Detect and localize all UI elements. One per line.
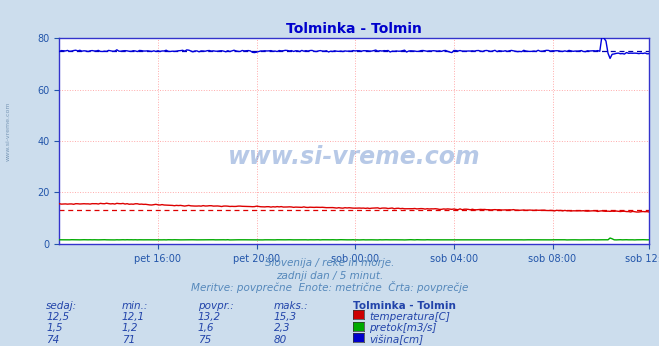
Text: pretok[m3/s]: pretok[m3/s] — [369, 324, 436, 334]
Text: povpr.:: povpr.: — [198, 301, 233, 311]
Text: zadnji dan / 5 minut.: zadnji dan / 5 minut. — [276, 271, 383, 281]
Text: min.:: min.: — [122, 301, 148, 311]
Text: Meritve: povprečne  Enote: metrične  Črta: povprečje: Meritve: povprečne Enote: metrične Črta:… — [191, 281, 468, 293]
Text: 1,6: 1,6 — [198, 324, 214, 334]
Text: sedaj:: sedaj: — [46, 301, 77, 311]
Text: 1,5: 1,5 — [46, 324, 63, 334]
Text: 12,5: 12,5 — [46, 312, 69, 322]
Text: 15,3: 15,3 — [273, 312, 297, 322]
Text: 12,1: 12,1 — [122, 312, 145, 322]
Text: 71: 71 — [122, 335, 135, 345]
Text: Tolminka - Tolmin: Tolminka - Tolmin — [353, 301, 455, 311]
Text: www.si-vreme.com: www.si-vreme.com — [228, 145, 480, 170]
Text: 1,2: 1,2 — [122, 324, 138, 334]
Text: maks.:: maks.: — [273, 301, 308, 311]
Text: Slovenija / reke in morje.: Slovenija / reke in morje. — [265, 258, 394, 268]
Text: 75: 75 — [198, 335, 211, 345]
Text: 2,3: 2,3 — [273, 324, 290, 334]
Text: višina[cm]: višina[cm] — [369, 335, 423, 345]
Text: temperatura[C]: temperatura[C] — [369, 312, 450, 322]
Text: 80: 80 — [273, 335, 287, 345]
Title: Tolminka - Tolmin: Tolminka - Tolmin — [286, 21, 422, 36]
Text: 13,2: 13,2 — [198, 312, 221, 322]
Text: 74: 74 — [46, 335, 59, 345]
Text: www.si-vreme.com: www.si-vreme.com — [5, 102, 11, 161]
